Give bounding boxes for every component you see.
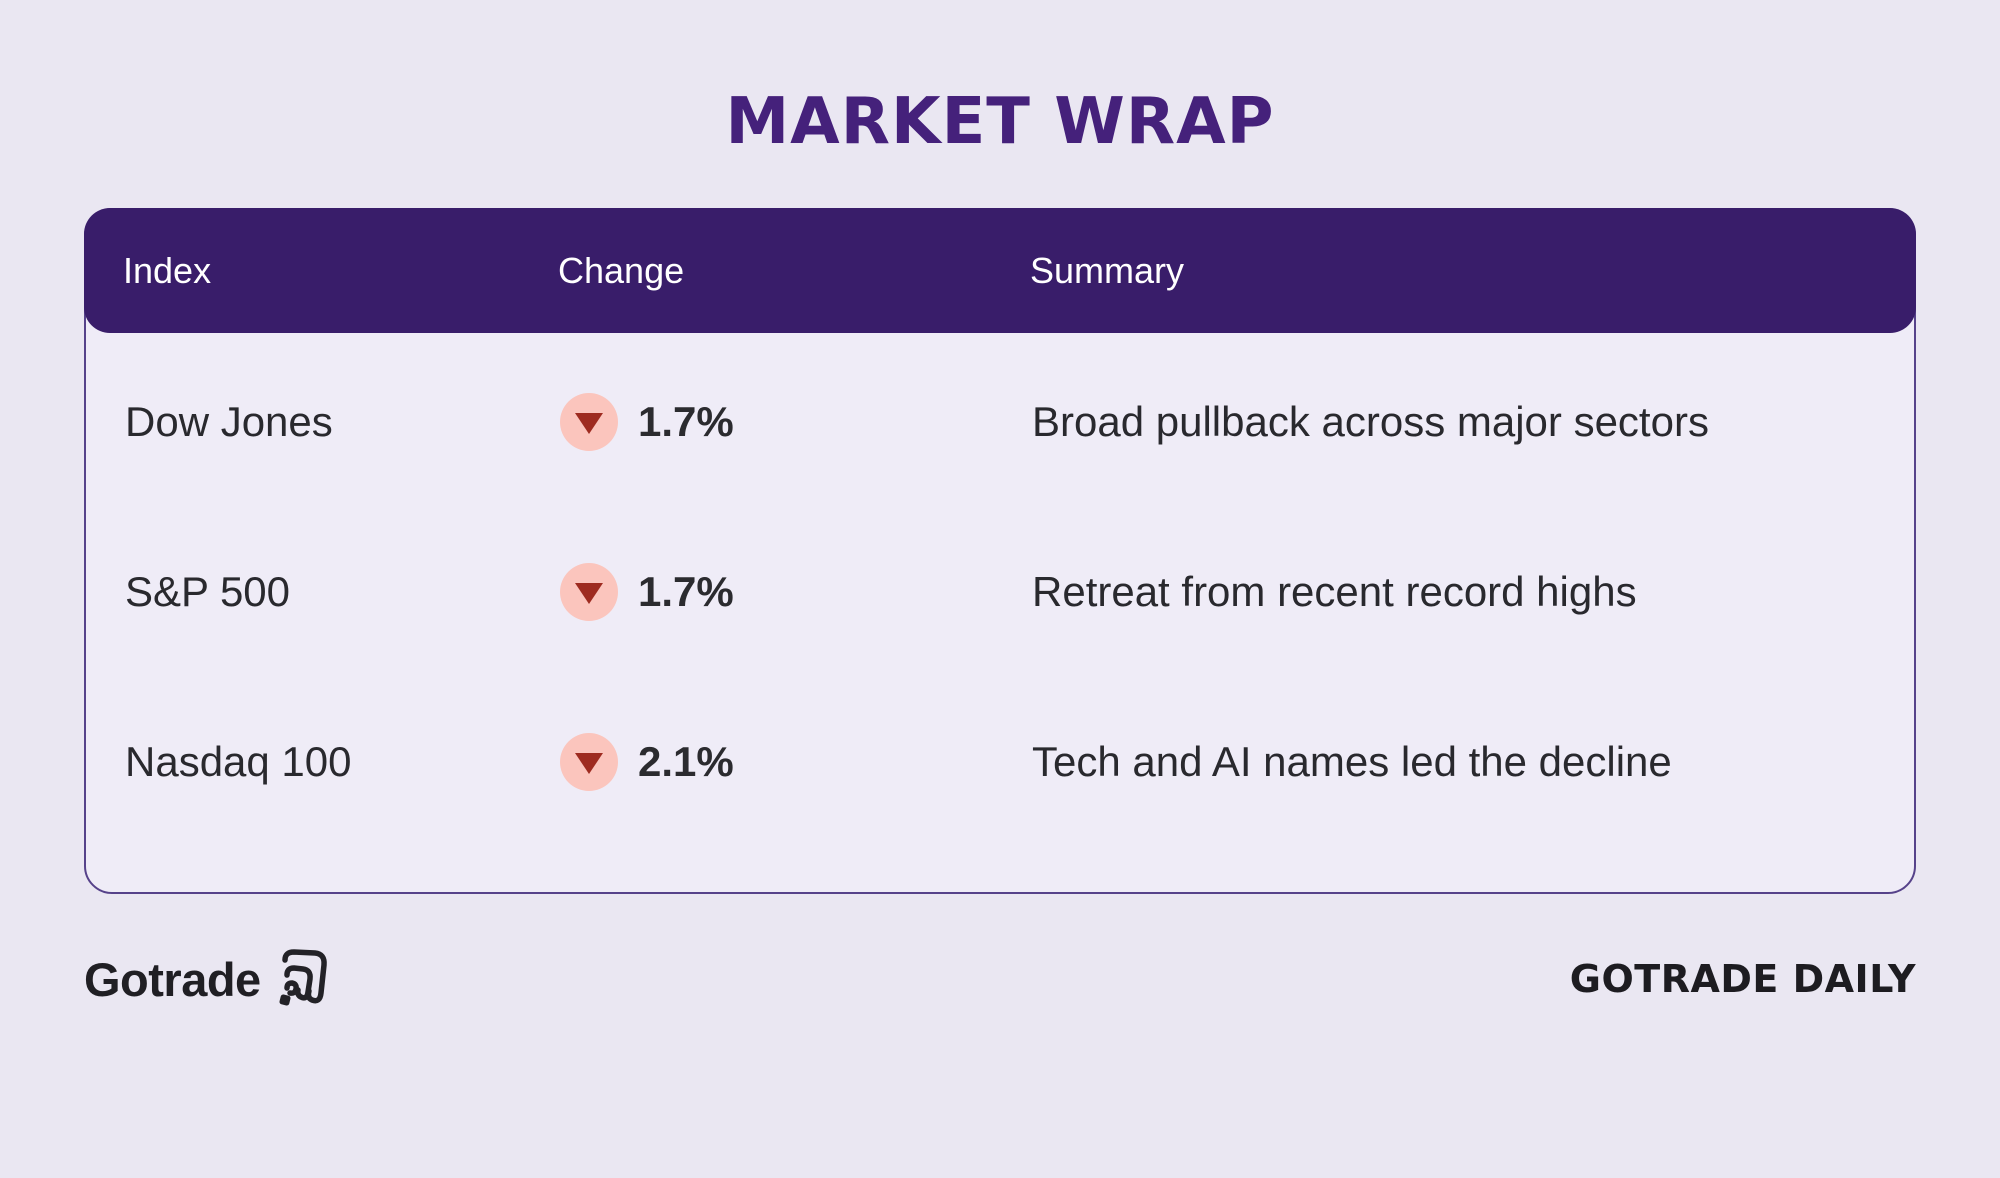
change-value: 1.7% <box>638 568 734 615</box>
down-badge <box>560 733 618 791</box>
column-header-change: Change <box>558 249 685 291</box>
down-triangle-icon <box>575 753 603 774</box>
summary-text: Broad pullback across major sectors <box>1032 398 1709 445</box>
change-value: 2.1% <box>638 738 734 785</box>
publication-name: GOTRADE DAILY <box>1569 957 1916 1001</box>
down-triangle-icon <box>575 413 603 434</box>
table-row: Nasdaq 100 2.1% Tech and AI names led th… <box>86 677 1914 847</box>
summary-text: Tech and AI names led the decline <box>1032 738 1672 785</box>
summary-text: Retreat from recent record highs <box>1032 568 1637 615</box>
column-header-index: Index <box>123 249 212 291</box>
gotrade-arrow-icon <box>279 949 327 1006</box>
change-value: 1.7% <box>638 398 734 445</box>
brand-name: Gotrade <box>84 952 261 1006</box>
market-wrap-infographic: MARKET WRAP Index Change Summary Dow Jon… <box>0 90 2000 1178</box>
index-name: S&P 500 <box>125 568 291 615</box>
down-triangle-icon <box>575 583 603 604</box>
footer: Gotrade GOTRADE DAILY <box>84 949 1916 1008</box>
page-title: MARKET WRAP <box>725 85 1275 159</box>
table-header-row: Index Change Summary <box>84 208 1916 333</box>
index-name: Dow Jones <box>125 398 333 445</box>
brand-lockup: Gotrade <box>84 949 333 1008</box>
table-row: S&P 500 1.7% Retreat from recent record … <box>86 507 1914 677</box>
change-cell: 1.7% <box>560 393 1032 451</box>
table-row: Dow Jones 1.7% Broad pullback across maj… <box>86 337 1914 507</box>
table-body: Dow Jones 1.7% Broad pullback across maj… <box>86 333 1914 847</box>
market-table-card: Index Change Summary Dow Jones 1.7% Broa… <box>84 208 1916 894</box>
column-header-summary: Summary <box>1030 249 1185 291</box>
change-cell: 1.7% <box>560 563 1032 621</box>
change-cell: 2.1% <box>560 733 1032 791</box>
down-badge <box>560 563 618 621</box>
index-name: Nasdaq 100 <box>125 738 352 785</box>
down-badge <box>560 393 618 451</box>
